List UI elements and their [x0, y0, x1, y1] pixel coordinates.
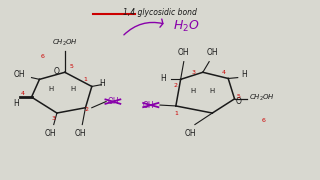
Text: H: H — [161, 74, 166, 83]
Text: 2: 2 — [173, 83, 178, 88]
Text: 3: 3 — [52, 116, 56, 121]
Text: 4: 4 — [222, 70, 226, 75]
Text: 3: 3 — [192, 70, 196, 75]
Text: H: H — [191, 88, 196, 94]
Text: H: H — [241, 70, 247, 79]
Text: $CH_2OH$: $CH_2OH$ — [52, 38, 78, 48]
Text: OH: OH — [178, 48, 190, 57]
Text: 5: 5 — [69, 64, 74, 69]
Text: 1,4 glycosidic bond: 1,4 glycosidic bond — [123, 8, 197, 17]
Text: $CH_2OH$: $CH_2OH$ — [249, 93, 275, 103]
Text: OH: OH — [206, 48, 218, 57]
Text: OH: OH — [108, 97, 119, 106]
Text: 1: 1 — [174, 111, 178, 116]
Text: OH: OH — [13, 70, 25, 79]
Text: H: H — [48, 86, 53, 92]
Text: OH: OH — [143, 101, 155, 110]
Text: O: O — [235, 97, 241, 106]
Text: 1: 1 — [83, 77, 87, 82]
Text: O: O — [53, 67, 59, 76]
Text: 6: 6 — [261, 118, 265, 123]
Text: OH: OH — [75, 129, 86, 138]
Text: $H_2O$: $H_2O$ — [173, 19, 199, 34]
Text: OH: OH — [184, 129, 196, 138]
Text: H: H — [210, 88, 215, 94]
Text: 4: 4 — [21, 91, 25, 96]
Text: 2: 2 — [84, 107, 89, 112]
Text: H: H — [70, 86, 76, 92]
Text: OH: OH — [45, 129, 56, 138]
Text: 6: 6 — [40, 54, 44, 59]
Text: H: H — [13, 99, 19, 108]
Text: 5: 5 — [236, 94, 240, 99]
Text: H: H — [100, 79, 106, 88]
